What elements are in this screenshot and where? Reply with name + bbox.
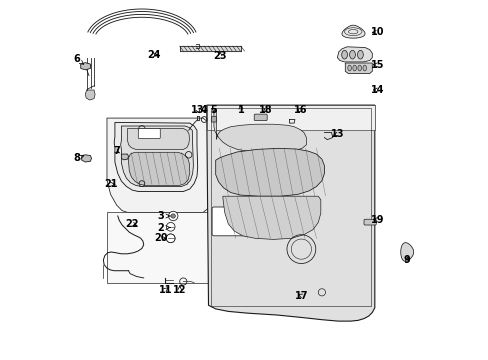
Text: 13: 13 xyxy=(331,129,344,139)
Polygon shape xyxy=(114,122,197,192)
Text: 6: 6 xyxy=(74,54,83,64)
Polygon shape xyxy=(213,110,306,152)
Polygon shape xyxy=(206,105,374,321)
Polygon shape xyxy=(179,46,241,51)
Polygon shape xyxy=(128,152,189,185)
Ellipse shape xyxy=(352,65,356,71)
FancyBboxPatch shape xyxy=(363,219,375,225)
Text: 13: 13 xyxy=(190,105,204,115)
Ellipse shape xyxy=(347,65,351,71)
FancyBboxPatch shape xyxy=(254,114,266,121)
Polygon shape xyxy=(206,105,374,130)
Circle shape xyxy=(166,234,175,243)
Polygon shape xyxy=(85,90,95,100)
Text: 2: 2 xyxy=(157,222,170,233)
Polygon shape xyxy=(121,154,128,160)
Text: 18: 18 xyxy=(259,105,272,115)
Circle shape xyxy=(166,222,175,231)
Text: 23: 23 xyxy=(213,51,226,61)
Text: 20: 20 xyxy=(154,233,167,243)
Text: 19: 19 xyxy=(370,215,384,225)
Polygon shape xyxy=(107,118,208,212)
Circle shape xyxy=(166,234,175,243)
Polygon shape xyxy=(81,63,90,70)
Polygon shape xyxy=(107,212,208,283)
Circle shape xyxy=(171,214,175,218)
Text: 1: 1 xyxy=(237,105,244,115)
Ellipse shape xyxy=(349,50,355,59)
Polygon shape xyxy=(223,196,320,239)
FancyBboxPatch shape xyxy=(138,129,160,139)
FancyBboxPatch shape xyxy=(212,207,247,236)
Text: 7: 7 xyxy=(113,146,120,156)
Text: 4: 4 xyxy=(201,105,207,115)
Polygon shape xyxy=(81,155,91,162)
Ellipse shape xyxy=(362,65,366,71)
Polygon shape xyxy=(341,25,364,38)
Text: 21: 21 xyxy=(103,179,117,189)
Text: 5: 5 xyxy=(210,105,217,115)
Text: 10: 10 xyxy=(370,27,384,37)
Polygon shape xyxy=(400,243,413,261)
Ellipse shape xyxy=(341,50,347,59)
Polygon shape xyxy=(337,47,371,62)
Polygon shape xyxy=(345,63,371,73)
Text: 16: 16 xyxy=(293,105,306,115)
FancyBboxPatch shape xyxy=(211,116,216,122)
Polygon shape xyxy=(215,148,324,196)
Circle shape xyxy=(168,211,178,221)
Polygon shape xyxy=(121,126,193,186)
Ellipse shape xyxy=(357,50,363,59)
Text: 17: 17 xyxy=(295,291,308,301)
Polygon shape xyxy=(127,129,189,149)
Text: 15: 15 xyxy=(370,60,384,70)
Text: 9: 9 xyxy=(403,255,410,265)
Text: 14: 14 xyxy=(370,85,384,95)
Text: 8: 8 xyxy=(74,153,83,163)
Text: 3: 3 xyxy=(157,211,170,221)
Text: 22: 22 xyxy=(125,219,139,229)
Text: 11: 11 xyxy=(158,285,172,295)
Text: 24: 24 xyxy=(147,50,160,60)
Ellipse shape xyxy=(357,65,361,71)
Text: 12: 12 xyxy=(173,285,186,295)
